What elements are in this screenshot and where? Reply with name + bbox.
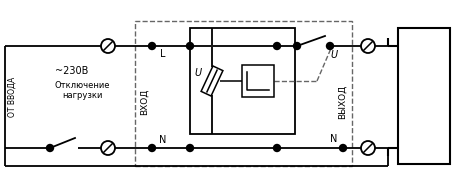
Circle shape [46, 144, 54, 152]
Circle shape [273, 42, 280, 49]
Text: нагрузки: нагрузки [62, 92, 102, 100]
Circle shape [148, 42, 156, 49]
Text: L: L [160, 49, 166, 59]
Circle shape [327, 42, 334, 49]
Text: Отключение: Отключение [54, 81, 110, 90]
Text: ВХОД: ВХОД [140, 89, 148, 115]
Circle shape [339, 144, 347, 152]
Circle shape [187, 42, 193, 49]
Circle shape [273, 144, 280, 152]
Text: U: U [330, 50, 338, 60]
Circle shape [148, 144, 156, 152]
Text: НАГРУЗКА: НАГРУЗКА [419, 70, 429, 122]
Bar [135, 21, 352, 166]
Bar [190, 28, 295, 134]
Circle shape [361, 141, 375, 155]
Text: N: N [159, 135, 167, 145]
Text: ~230В: ~230В [56, 66, 89, 76]
Text: N: N [330, 134, 338, 144]
Circle shape [361, 39, 375, 53]
Bar [398, 28, 450, 164]
Bar [201, 66, 223, 96]
Text: U: U [194, 68, 202, 78]
Circle shape [187, 144, 193, 152]
Circle shape [101, 39, 115, 53]
Text: ВЫХОД: ВЫХОД [338, 85, 347, 119]
Circle shape [293, 42, 300, 49]
Text: ОТ ВВОДА: ОТ ВВОДА [7, 77, 16, 117]
Circle shape [101, 141, 115, 155]
Bar [242, 65, 274, 97]
